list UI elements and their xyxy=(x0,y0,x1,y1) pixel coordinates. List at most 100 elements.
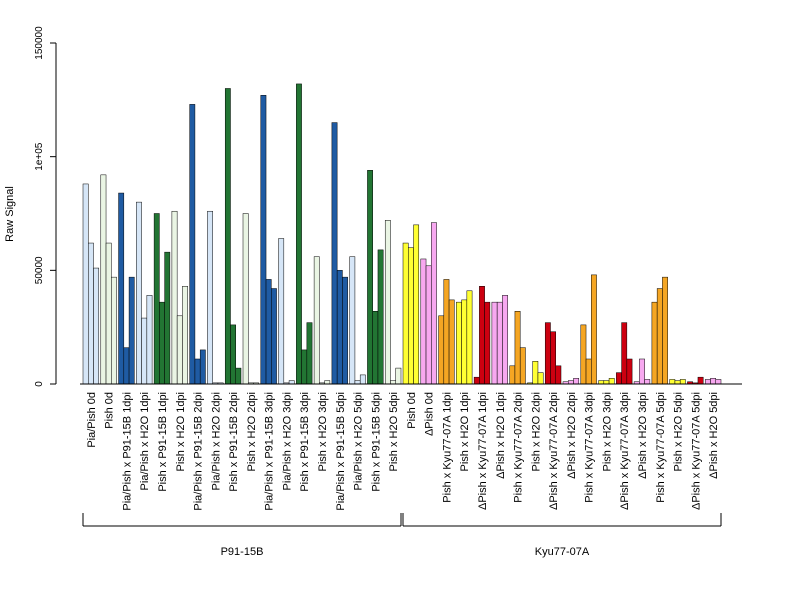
bar-group xyxy=(296,83,313,385)
bar xyxy=(189,104,196,385)
bar xyxy=(194,358,201,385)
bar-group xyxy=(242,213,260,385)
bar xyxy=(128,276,135,385)
bar xyxy=(509,365,516,385)
bar-group xyxy=(580,274,597,385)
y-tick-label: 1e+05 xyxy=(34,142,45,171)
bar-group xyxy=(189,104,206,385)
x-tick-label: ΔPish x Kyu77-07A 1dpi xyxy=(477,392,489,510)
x-tick-label: Pish x H2O 5dpi xyxy=(388,392,400,471)
bar xyxy=(479,286,485,385)
bar xyxy=(159,301,165,385)
x-tick-label: Pia/Pish x P91-15B 5dpi xyxy=(335,392,347,511)
x-tick-label: ΔPish x Kyu77-07A 5dpi xyxy=(690,392,702,510)
bar xyxy=(431,222,437,385)
bar xyxy=(603,380,610,385)
bar xyxy=(598,380,605,385)
bar xyxy=(207,210,213,385)
x-tick-label: Pish x P91-15B 3dpi xyxy=(299,392,311,492)
x-tick-label: ΔPish x H2O 5dpi xyxy=(708,392,720,479)
x-tick-label: Pish x Kyu77-07A 2dpi xyxy=(513,392,525,503)
bar-group xyxy=(562,378,580,385)
x-tick-label: Pish x Kyu77-07A 5dpi xyxy=(655,392,667,503)
bar xyxy=(359,374,366,385)
x-tick-label: Pish x H2O 3dpi xyxy=(601,392,613,471)
bar-group xyxy=(402,224,420,385)
bar-group xyxy=(224,88,242,385)
bar xyxy=(88,242,94,385)
bar-group xyxy=(473,286,491,385)
bar xyxy=(591,274,597,385)
group-brackets: P91-15B Kyu77-07A xyxy=(82,513,722,558)
bar xyxy=(342,276,348,385)
y-axis-label: Raw Signal xyxy=(4,186,16,242)
bar-group xyxy=(527,361,544,385)
y-tick-label: 150000 xyxy=(34,26,45,60)
bar-group xyxy=(367,170,384,385)
bar xyxy=(93,267,100,385)
bar xyxy=(118,192,125,385)
bar xyxy=(669,379,676,385)
bar xyxy=(402,242,409,385)
bar xyxy=(514,311,521,385)
x-tick-label: Pish 0d xyxy=(104,392,116,429)
bar xyxy=(585,358,592,385)
bar xyxy=(182,286,188,385)
bar xyxy=(296,83,302,385)
bar xyxy=(573,378,580,385)
bar xyxy=(230,324,236,385)
bar xyxy=(662,276,668,385)
x-tick-label: Pia/Pish 0d xyxy=(86,392,98,448)
bar xyxy=(123,347,130,385)
bar-group xyxy=(420,222,437,385)
bar xyxy=(141,317,148,385)
bar xyxy=(639,358,645,385)
bar xyxy=(171,210,178,385)
bar xyxy=(550,331,556,385)
x-tick-label: Pish x Kyu77-07A 1dpi xyxy=(441,392,453,503)
bar xyxy=(100,174,107,385)
x-tick-label: Pia/Pish x P91-15B 2dpi xyxy=(193,392,205,511)
bar-group xyxy=(598,378,615,385)
bar-group xyxy=(651,276,668,385)
x-tick-label: Pish x Kyu77-07A 3dpi xyxy=(584,392,596,503)
bar xyxy=(621,322,628,385)
bar xyxy=(384,220,391,385)
bar xyxy=(580,324,587,385)
bar-group xyxy=(669,379,686,385)
bar xyxy=(136,201,142,385)
bar xyxy=(354,380,361,385)
bar xyxy=(336,270,343,385)
bar xyxy=(425,265,432,385)
bar xyxy=(105,242,112,385)
bar xyxy=(324,380,331,385)
bar-group xyxy=(349,256,366,385)
bar xyxy=(519,347,526,385)
bar xyxy=(443,279,450,385)
bar-group xyxy=(118,192,135,385)
bar-group xyxy=(100,174,117,385)
x-tick-label: Pia/Pish x P91-15B 3dpi xyxy=(264,392,276,511)
y-tick-label: 0 xyxy=(34,381,45,387)
bar-group xyxy=(384,220,402,385)
bar xyxy=(111,276,117,385)
x-tick-label: Pish x P91-15B 5dpi xyxy=(370,392,382,492)
bar-group xyxy=(438,279,455,385)
x-tick-label: ΔPish x H2O 3dpi xyxy=(637,392,649,479)
bar xyxy=(288,380,295,385)
bar xyxy=(656,288,663,385)
y-tick-label: 50000 xyxy=(34,256,45,284)
bars-layer xyxy=(82,83,722,385)
bar xyxy=(544,322,551,385)
bar-group xyxy=(278,238,295,385)
group-label: Kyu77-07A xyxy=(535,546,590,558)
x-tick-label: Pia/Pish x H2O 3dpi xyxy=(281,392,293,490)
x-tick-label: Pia/Pish x H2O 5dpi xyxy=(353,392,365,490)
bar-group xyxy=(509,311,526,385)
x-tick-label: ΔPish 0d xyxy=(424,392,436,436)
bar xyxy=(242,213,249,385)
x-tick-label: Pish x H2O 2dpi xyxy=(246,392,258,471)
bar-group xyxy=(544,322,562,385)
bar xyxy=(313,256,320,385)
bar-group xyxy=(456,290,473,385)
